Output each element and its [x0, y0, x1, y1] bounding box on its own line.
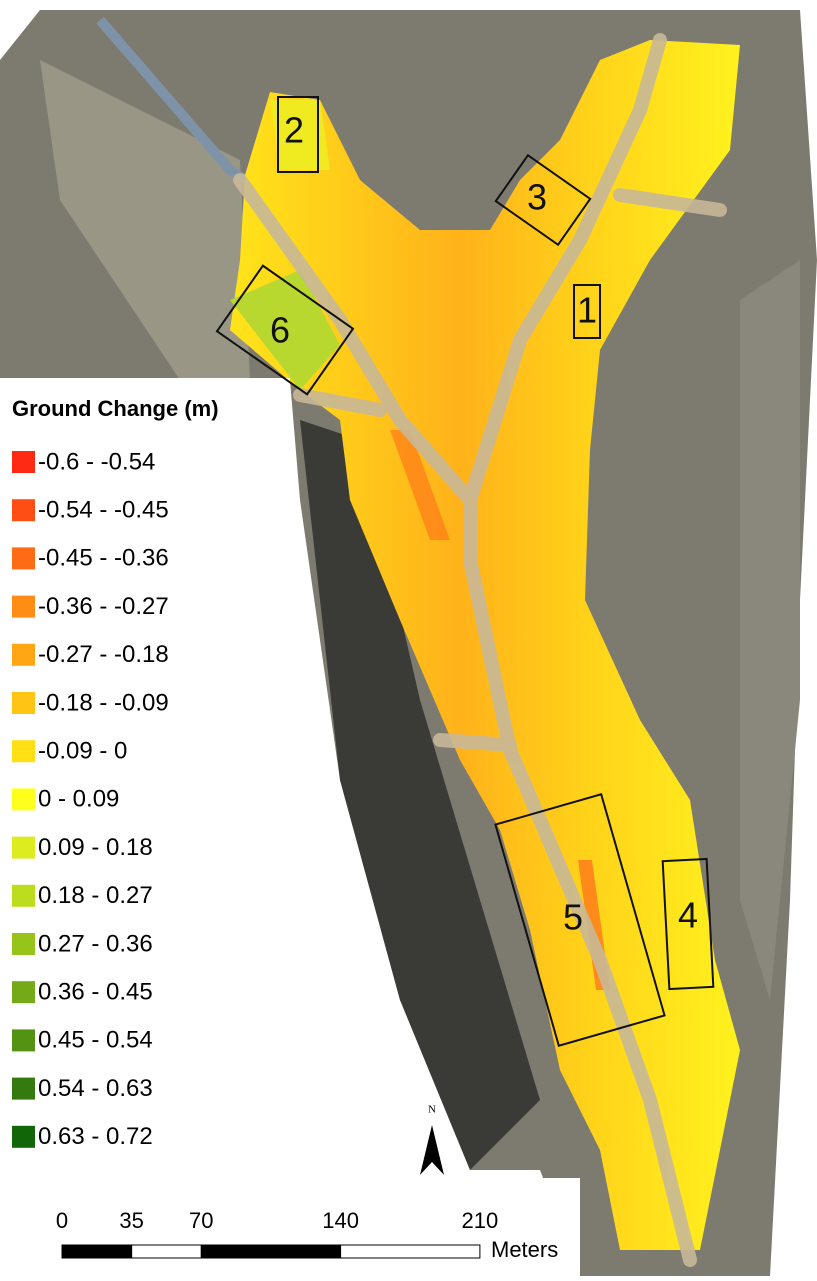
legend-label: -0.09 - 0 — [38, 738, 127, 765]
legend-title: Ground Change (m) — [12, 396, 219, 421]
legend-swatch — [12, 1078, 35, 1100]
legend-label: 0.36 - 0.45 — [38, 979, 153, 1006]
legend-swatch — [12, 740, 35, 762]
legend-label: 0.09 - 0.18 — [38, 834, 153, 861]
scale-segment — [201, 1245, 340, 1258]
north-label: N — [428, 1104, 436, 1116]
legend-swatch — [12, 451, 35, 473]
legend-swatch — [12, 499, 35, 521]
scale-unit: Meters — [491, 1237, 558, 1262]
legend-label: -0.6 - -0.54 — [38, 448, 155, 475]
legend-label: -0.54 - -0.45 — [38, 497, 169, 524]
scale-segment — [132, 1245, 202, 1258]
legend-swatch — [12, 933, 35, 955]
north-arrow — [420, 1125, 444, 1175]
legend-swatch — [12, 837, 35, 859]
legend-label: -0.27 - -0.18 — [38, 641, 169, 668]
legend-label: 0.54 - 0.63 — [38, 1075, 153, 1102]
legend-swatch — [12, 981, 35, 1003]
legend-label: 0 - 0.09 — [38, 786, 119, 813]
scale-tick-label: 70 — [189, 1208, 213, 1233]
legend-label: 0.18 - 0.27 — [38, 882, 153, 909]
legend-label: -0.45 - -0.36 — [38, 545, 169, 572]
zone-label: 5 — [563, 897, 583, 938]
legend-label: -0.18 - -0.09 — [38, 689, 169, 716]
legend-swatch — [12, 885, 35, 907]
zone-label: 1 — [577, 290, 597, 331]
legend-swatch — [12, 596, 35, 618]
scale-tick-label: 0 — [56, 1208, 68, 1233]
legend-swatch — [12, 1029, 35, 1051]
zone-label: 4 — [678, 895, 698, 936]
legend-swatch — [12, 644, 35, 666]
legend-swatch — [12, 692, 35, 714]
map: Ground Change (m) N Meters -0.6 - -0.54 -… — [0, 0, 817, 1276]
zone-label: 3 — [527, 177, 547, 218]
scale-segment — [341, 1245, 480, 1258]
legend-label: 0.27 - 0.36 — [38, 930, 153, 957]
legend-swatch — [12, 547, 35, 569]
scale-tick-label: 210 — [462, 1208, 499, 1233]
scale-tick-label: 35 — [119, 1208, 143, 1233]
legend-label: 0.63 - 0.72 — [38, 1123, 153, 1150]
legend-swatch — [12, 1126, 35, 1148]
scale-tick-label: 140 — [322, 1208, 359, 1233]
zone-label: 6 — [270, 310, 290, 351]
zone-label: 2 — [284, 110, 304, 151]
legend-label: -0.36 - -0.27 — [38, 593, 169, 620]
legend-swatch — [12, 788, 35, 810]
scale-segment — [62, 1245, 132, 1258]
legend-label: 0.45 - 0.54 — [38, 1027, 153, 1054]
